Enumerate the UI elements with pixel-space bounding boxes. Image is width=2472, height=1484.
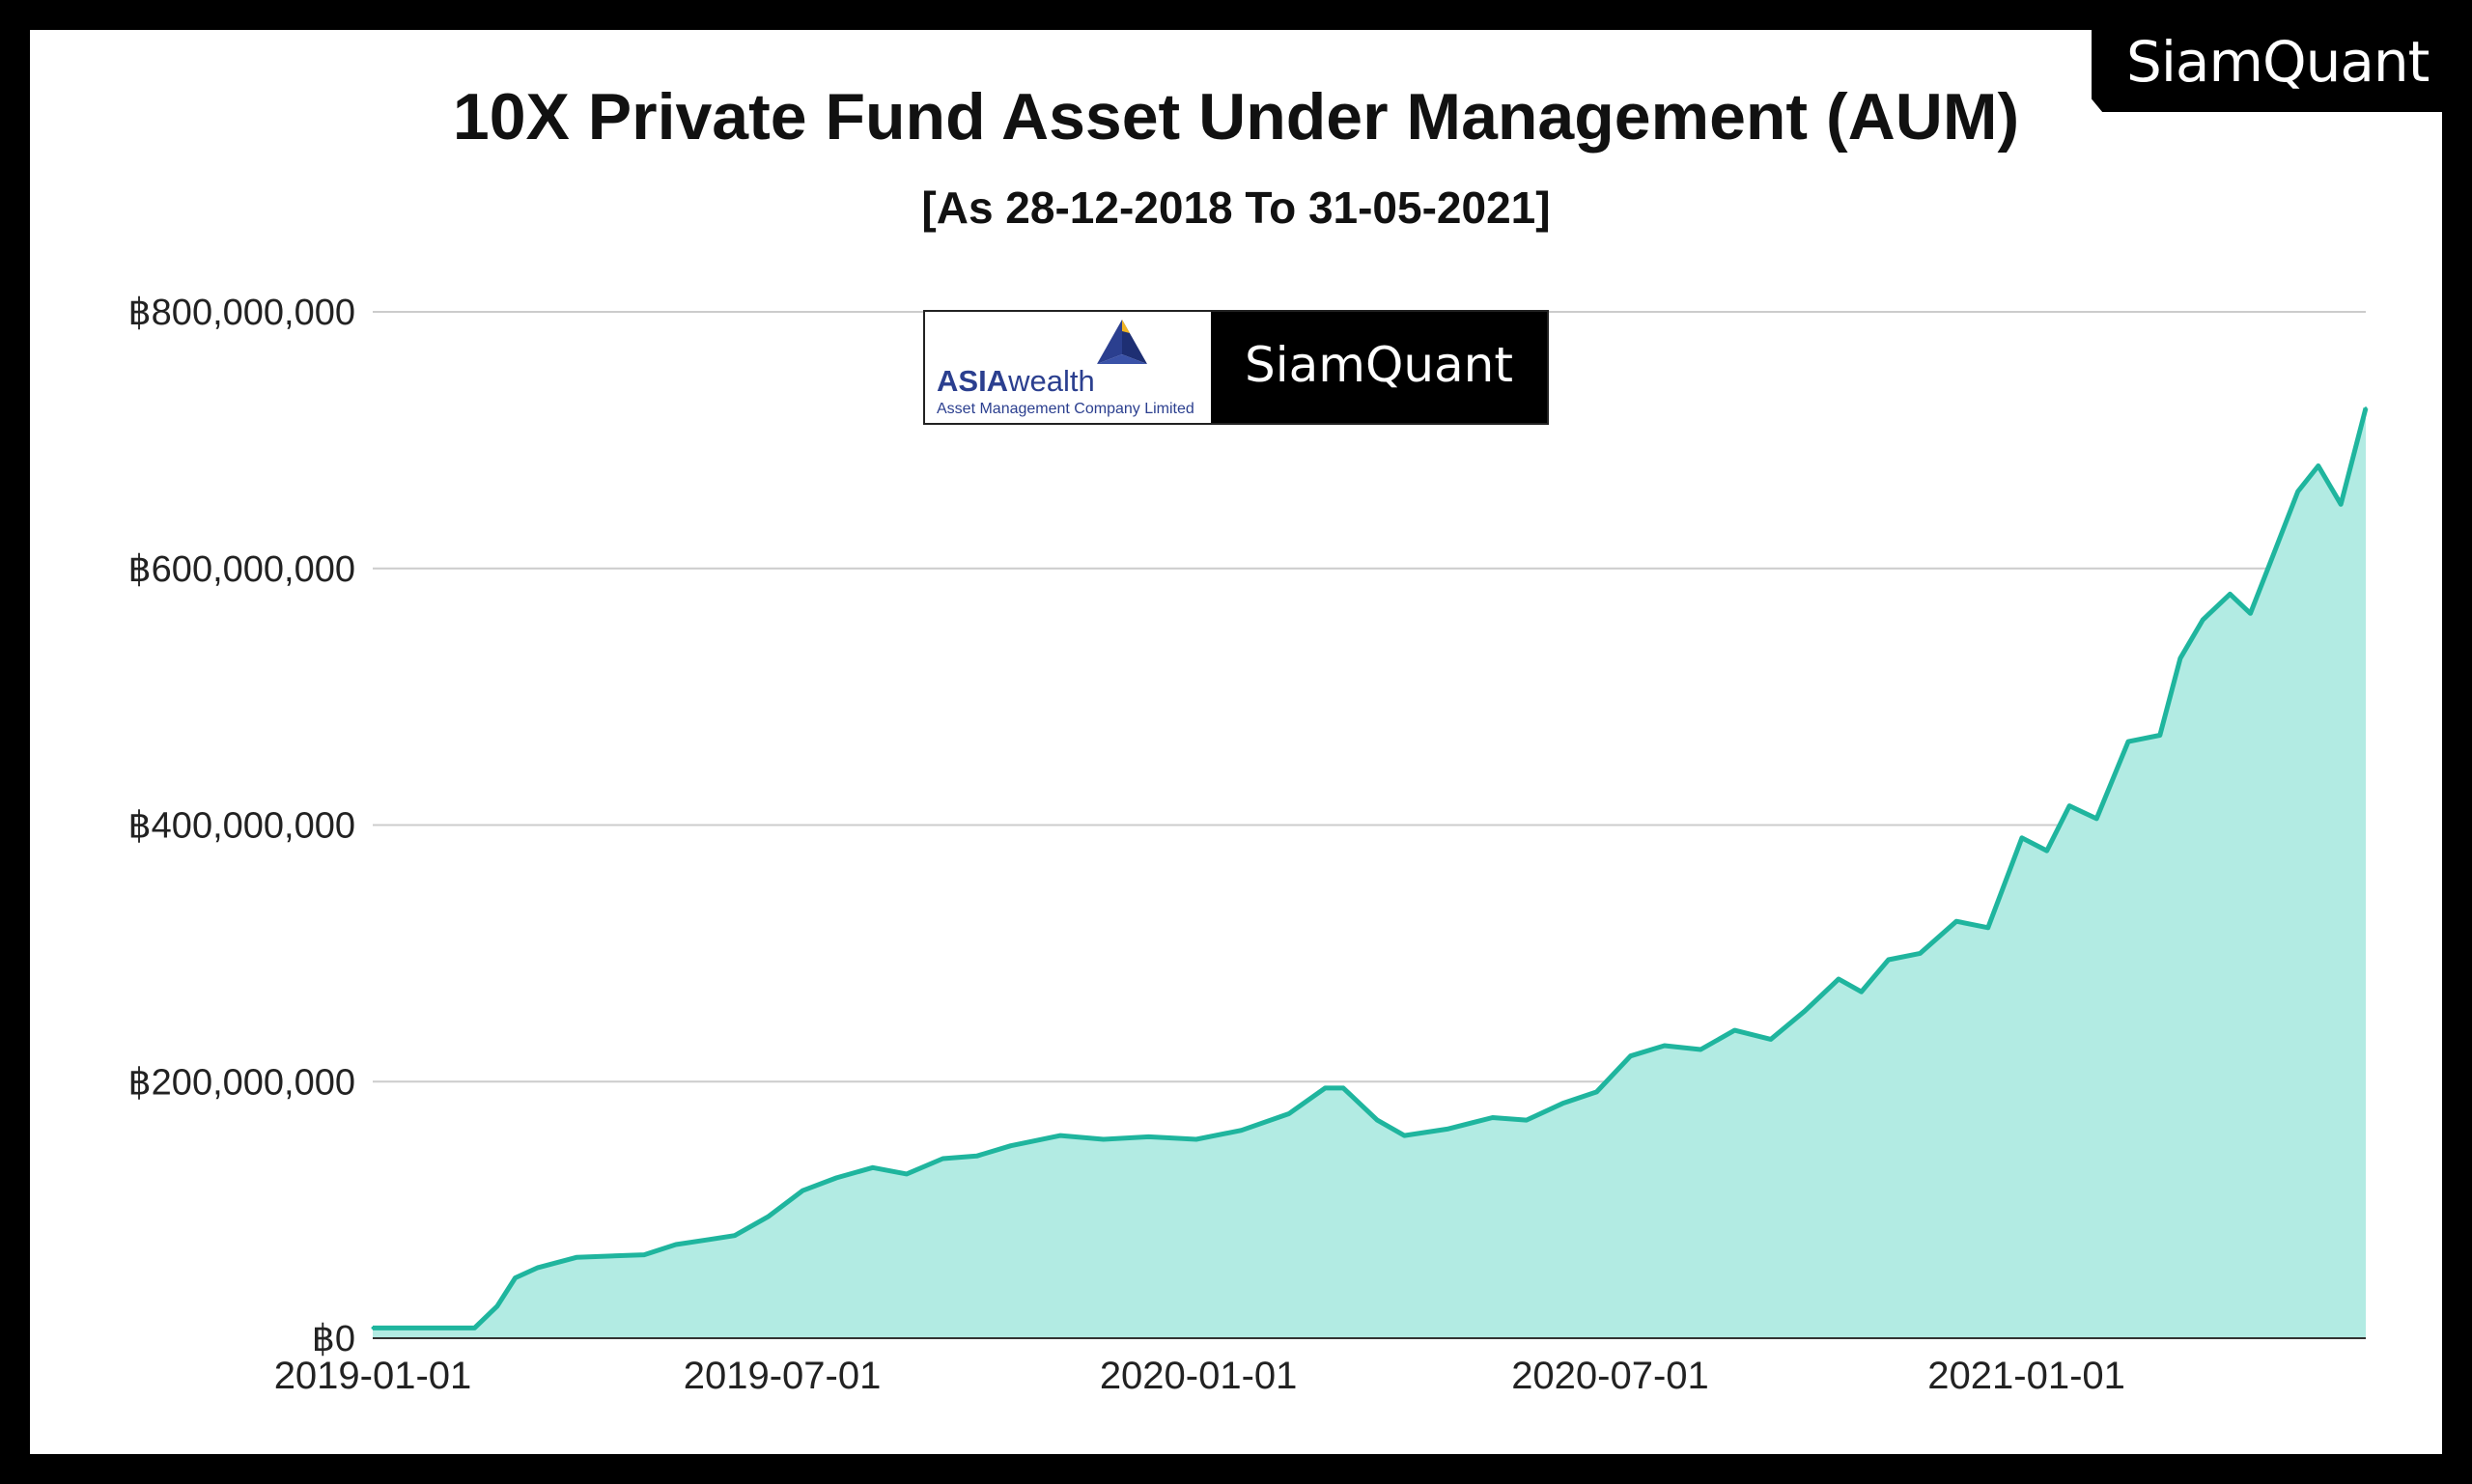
data-point bbox=[767, 1215, 771, 1218]
data-point bbox=[1240, 1129, 1244, 1133]
data-point bbox=[801, 1189, 804, 1192]
data-point bbox=[1986, 926, 1990, 930]
chart-title: 10X Private Fund Asset Under Management … bbox=[452, 80, 2020, 154]
data-point bbox=[514, 1276, 518, 1279]
data-point bbox=[1147, 1134, 1151, 1138]
pyramid-icon bbox=[1097, 320, 1147, 364]
data-point bbox=[536, 1266, 540, 1270]
data-point bbox=[1803, 1009, 1807, 1013]
y-tick-label: ฿800,000,000 bbox=[128, 293, 356, 333]
asiawealth-wordmark: ASIAwealth bbox=[937, 364, 1095, 398]
y-tick-label: ฿600,000,000 bbox=[128, 549, 356, 590]
data-point bbox=[1887, 958, 1891, 962]
area-layer bbox=[371, 406, 2369, 1339]
data-point bbox=[2271, 554, 2275, 557]
asiawealth-subtitle: Asset Management Company Limited bbox=[937, 401, 1194, 417]
siamquant-banner-text: SiamQuant bbox=[1245, 337, 1513, 393]
data-point bbox=[2201, 618, 2205, 622]
data-point bbox=[2045, 849, 2049, 853]
data-point bbox=[2296, 490, 2300, 493]
data-point bbox=[2317, 464, 2320, 467]
data-point bbox=[1102, 1137, 1106, 1141]
brand-banner: ASIAwealth Asset Management Company Limi… bbox=[923, 310, 1549, 425]
siamquant-corner-logo: SiamQuant bbox=[2092, 19, 2451, 112]
data-point bbox=[1732, 1028, 1736, 1032]
data-point bbox=[606, 1254, 610, 1258]
data-point bbox=[1009, 1144, 1013, 1148]
data-point bbox=[1525, 1118, 1529, 1122]
x-tick-label: 2019-07-01 bbox=[684, 1355, 882, 1397]
data-point bbox=[2020, 836, 2024, 840]
data-point bbox=[1560, 1102, 1564, 1106]
data-point bbox=[2126, 740, 2130, 743]
data-point bbox=[1663, 1044, 1667, 1048]
data-point bbox=[2178, 657, 2182, 660]
data-point bbox=[1954, 919, 1958, 923]
data-point bbox=[1699, 1048, 1702, 1051]
y-axis-ticks: ฿0 ฿200,000,000 ฿400,000,000 ฿600,000,000 ฿8… bbox=[128, 293, 356, 1359]
data-point bbox=[2364, 406, 2368, 410]
y-tick-label: ฿400,000,000 bbox=[128, 806, 356, 847]
data-point bbox=[871, 1165, 875, 1169]
siamquant-banner-logo: SiamQuant bbox=[1211, 312, 1547, 423]
x-tick-label: 2021-01-01 bbox=[1927, 1355, 2125, 1397]
data-point bbox=[1058, 1134, 1062, 1137]
data-point bbox=[1595, 1090, 1598, 1094]
data-point bbox=[495, 1304, 499, 1308]
data-point bbox=[2158, 734, 2162, 737]
data-point bbox=[1860, 990, 1864, 994]
data-point bbox=[575, 1255, 578, 1259]
data-point bbox=[642, 1253, 646, 1257]
data-point bbox=[1194, 1137, 1198, 1141]
x-tick-label: 2020-07-01 bbox=[1511, 1355, 1709, 1397]
data-point bbox=[2249, 611, 2252, 615]
data-point bbox=[1402, 1134, 1406, 1137]
corner-logo-text: SiamQuant bbox=[2126, 29, 2430, 95]
data-point bbox=[975, 1154, 978, 1158]
data-point bbox=[371, 1326, 375, 1330]
chart-subtitle: [As 28-12-2018 To 31-05-2021] bbox=[921, 182, 1551, 233]
data-point bbox=[1919, 951, 1922, 955]
asiawealth-logo: ASIAwealth Asset Management Company Limi… bbox=[925, 312, 1211, 423]
series-area-fill bbox=[373, 407, 2366, 1338]
data-point bbox=[1629, 1054, 1633, 1058]
y-tick-label: ฿200,000,000 bbox=[128, 1062, 356, 1103]
data-point bbox=[1287, 1112, 1291, 1115]
data-point bbox=[2228, 592, 2232, 596]
data-point bbox=[905, 1172, 909, 1176]
data-point bbox=[733, 1234, 737, 1238]
x-tick-label: 2020-01-01 bbox=[1100, 1355, 1298, 1397]
data-point bbox=[708, 1238, 712, 1242]
data-point bbox=[1323, 1086, 1327, 1090]
data-point bbox=[1837, 977, 1840, 981]
data-point bbox=[834, 1176, 838, 1180]
data-point bbox=[1375, 1118, 1379, 1122]
data-point bbox=[2339, 502, 2343, 506]
data-point bbox=[472, 1326, 476, 1330]
data-point bbox=[2094, 817, 2098, 821]
data-point bbox=[941, 1157, 944, 1161]
data-point bbox=[1341, 1086, 1345, 1090]
y-tick-label: ฿0 bbox=[312, 1319, 355, 1359]
data-point bbox=[2067, 804, 2071, 808]
data-point bbox=[1446, 1127, 1449, 1131]
data-point bbox=[1769, 1037, 1773, 1041]
data-point bbox=[1491, 1116, 1495, 1119]
x-axis-ticks: 2019-01-01 2019-07-01 2020-01-01 2020-07-01… bbox=[274, 1355, 2125, 1397]
data-point bbox=[674, 1243, 678, 1246]
x-tick-label: 2019-01-01 bbox=[274, 1355, 472, 1397]
